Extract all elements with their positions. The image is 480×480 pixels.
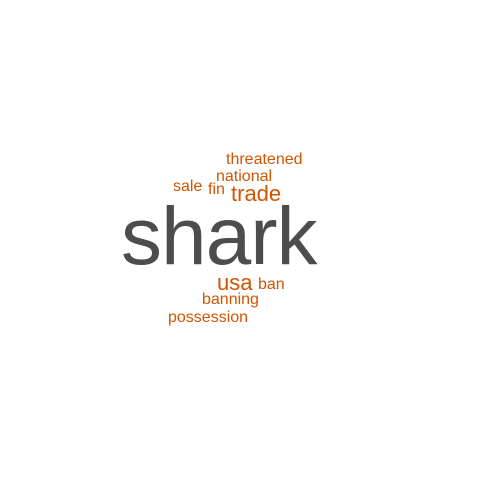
word-national: national xyxy=(216,168,273,185)
word-banning: banning xyxy=(202,291,259,308)
word-ban: ban xyxy=(258,276,285,293)
word-shark: shark xyxy=(121,191,318,282)
word-usa: usa xyxy=(217,270,253,295)
word-sale: sale xyxy=(173,178,203,195)
word-fin: fin xyxy=(208,181,225,198)
word-trade: trade xyxy=(231,181,282,206)
word-possession: possession xyxy=(168,309,249,326)
word-threatened: threatened xyxy=(226,151,303,168)
